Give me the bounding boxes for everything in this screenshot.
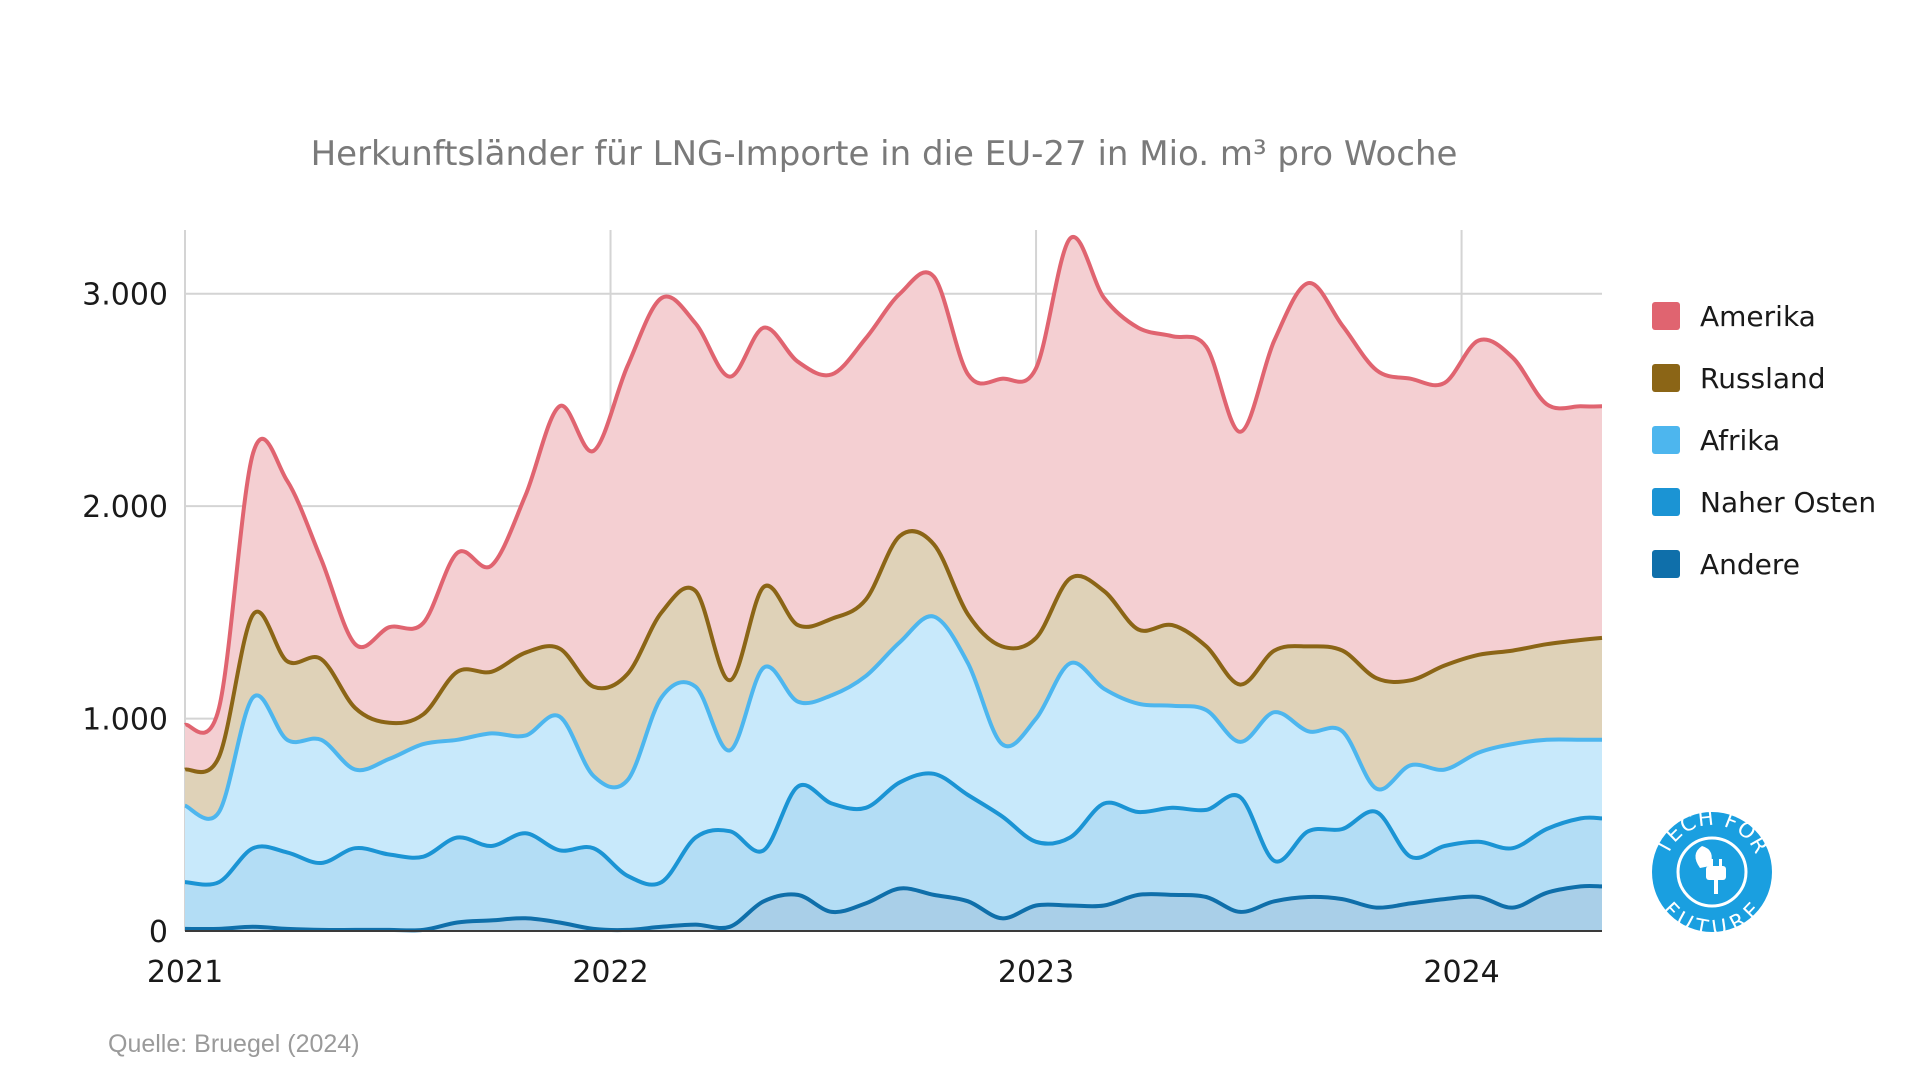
plug-leaf-icon	[1695, 846, 1726, 894]
legend-swatch-andere	[1652, 550, 1680, 578]
legend-swatch-naher-osten	[1652, 488, 1680, 516]
area-layers	[185, 236, 1602, 931]
legend-swatch-afrika	[1652, 426, 1680, 454]
legend-label-russland: Russland	[1700, 362, 1826, 395]
tech-for-future-logo: TECH FOR FUTURE	[1650, 805, 1772, 940]
y-tick-label-1.000: 1.000	[82, 703, 168, 738]
logo-inner-ring	[1676, 836, 1748, 908]
line-naher-osten	[184, 771, 1603, 887]
line-andere	[184, 883, 1603, 933]
y-tick-label-0: 0	[149, 915, 168, 950]
y-tick-label-3.000: 3.000	[82, 278, 168, 313]
axes: 0 1.000 2.000 3.000 2021 2022 2023 2024	[82, 278, 1602, 990]
legend-swatch-amerika	[1652, 302, 1680, 330]
legend-label-amerika: Amerika	[1700, 300, 1816, 333]
x-tick-label-2021: 2021	[147, 955, 223, 990]
chart-title: Herkunftsländer für LNG-Importe in die E…	[311, 134, 1458, 174]
line-amerika	[184, 234, 1603, 735]
line-russland	[184, 529, 1603, 775]
legend-swatch-russland	[1652, 364, 1680, 392]
x-tick-label-2024: 2024	[1423, 955, 1499, 990]
legend-label-andere: Andere	[1700, 548, 1800, 581]
legend-label-afrika: Afrika	[1700, 424, 1780, 457]
x-tick-label-2023: 2023	[998, 955, 1074, 990]
source-note: Quelle: Bruegel (2024)	[108, 1030, 360, 1058]
legend: Amerika Russland Afrika Naher Osten Andere	[1652, 300, 1876, 581]
y-tick-label-2.000: 2.000	[82, 490, 168, 525]
series-lines	[184, 234, 1603, 933]
line-afrika	[184, 614, 1602, 821]
x-tick-label-2022: 2022	[572, 955, 648, 990]
legend-label-naher-osten: Naher Osten	[1700, 486, 1876, 519]
